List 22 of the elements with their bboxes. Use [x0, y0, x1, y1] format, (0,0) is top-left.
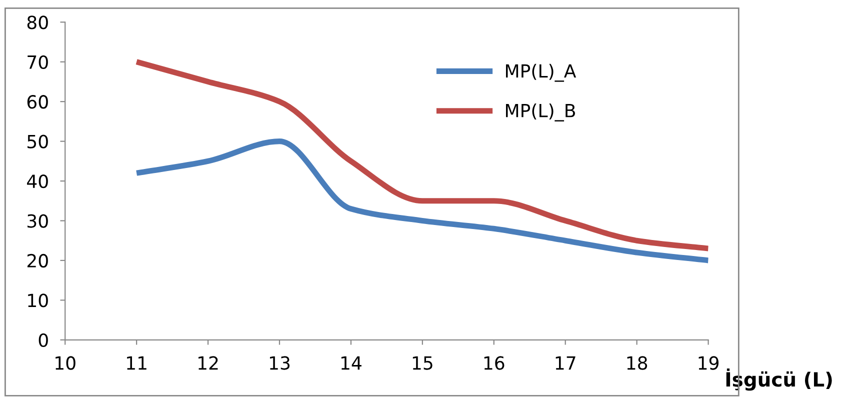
- y-tick-label: 0: [38, 333, 48, 348]
- x-tick-label: 18: [627, 356, 648, 370]
- x-tick-label: 17: [556, 356, 576, 370]
- y-tick-label: 80: [27, 16, 48, 30]
- legend-label: MP(L)_B: [506, 103, 575, 122]
- y-tick-label: 20: [27, 254, 48, 268]
- x-tick-label: 10: [56, 356, 76, 370]
- legend-label: MP(L)_A: [506, 64, 576, 82]
- x-tick-label: 16: [484, 356, 504, 370]
- x-axis-title: İşgücü (L): [726, 368, 832, 391]
- y-tick-label: 60: [27, 95, 48, 109]
- x-tick-label: 12: [198, 356, 218, 370]
- x-tick-label: 14: [341, 356, 362, 370]
- y-tick-label: 70: [28, 55, 48, 69]
- y-tick-label: 30: [28, 214, 48, 228]
- y-tick-label: 40: [27, 174, 48, 188]
- y-tick-label: 50: [28, 134, 48, 148]
- x-tick-label: 19: [698, 356, 719, 370]
- x-tick-label: 11: [127, 356, 146, 370]
- y-tick-label: 10: [28, 294, 48, 308]
- x-tick-label: 13: [270, 356, 290, 370]
- x-tick-label: 15: [412, 356, 432, 370]
